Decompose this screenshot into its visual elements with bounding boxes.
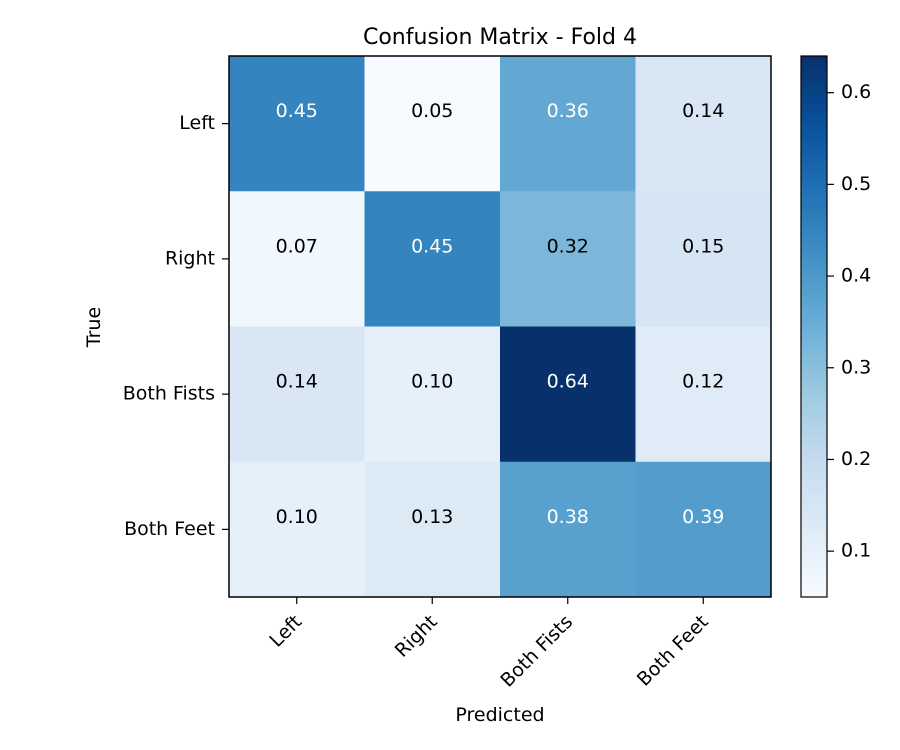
x-tick-label: Left	[265, 611, 306, 652]
heatmap-cells	[229, 56, 772, 598]
x-tick-label: Right	[391, 611, 442, 662]
heatmap-cell	[364, 56, 501, 192]
colorbar-tick-label: 0.5	[841, 173, 871, 195]
heatmap-cell	[500, 326, 636, 463]
y-tick-label: Right	[165, 247, 215, 269]
y-axis-ticks: Left Right Both Fists Both Feet	[123, 112, 229, 540]
x-axis-ticks: Left Right Both Fists Both Feet	[265, 597, 713, 692]
x-tick-label: Both Feet	[633, 611, 713, 691]
heatmap-cell	[364, 191, 501, 327]
heatmap-cell	[500, 461, 636, 598]
cell-value-label: 0.07	[276, 235, 318, 257]
y-tick-label: Both Feet	[124, 518, 215, 540]
cell-value-label: 0.39	[682, 506, 724, 528]
cell-value-label: 0.13	[411, 506, 453, 528]
y-tick-label: Both Fists	[123, 383, 215, 405]
colorbar-tick-label: 0.4	[841, 265, 871, 287]
heatmap-cell	[229, 56, 365, 192]
colorbar-ticks: 0.1 0.2 0.3 0.4 0.5 0.6	[827, 81, 871, 562]
x-axis-label: Predicted	[455, 704, 544, 726]
cell-value-label: 0.45	[276, 100, 318, 122]
colorbar-tick-label: 0.3	[841, 356, 871, 378]
heatmap-cell	[500, 191, 636, 327]
colorbar-tick-label: 0.2	[841, 448, 871, 470]
cell-value-label: 0.10	[276, 506, 318, 528]
cell-value-label: 0.32	[547, 235, 589, 257]
colorbar-tick-label: 0.6	[841, 81, 871, 103]
heatmap-cell	[635, 56, 772, 192]
heatmap-cell	[229, 461, 365, 598]
cell-value-label: 0.14	[682, 100, 724, 122]
colorbar-tick-label: 0.1	[841, 540, 871, 562]
cell-value-label: 0.36	[547, 100, 589, 122]
y-tick-label: Left	[179, 112, 215, 134]
heatmap-cell	[635, 461, 772, 598]
heatmap-cell	[635, 326, 772, 463]
cell-value-label: 0.12	[682, 371, 724, 393]
colorbar	[800, 55, 828, 598]
cell-value-label: 0.15	[682, 235, 724, 257]
heatmap-cell	[229, 326, 365, 463]
chart-title: Confusion Matrix - Fold 4	[363, 25, 637, 50]
cell-value-label: 0.64	[547, 371, 589, 393]
heatmap-cell	[364, 461, 501, 598]
heatmap-cell	[364, 326, 501, 463]
x-tick-label: Both Fists	[496, 611, 577, 692]
cell-value-label: 0.38	[547, 506, 589, 528]
plot-frame	[228, 55, 772, 598]
cell-value-label: 0.45	[411, 235, 453, 257]
cell-value-label: 0.14	[276, 371, 318, 393]
y-axis-label: True	[83, 307, 105, 348]
heatmap-cell-labels: 0.45 0.05 0.36 0.14 0.07 0.45 0.32 0.15 0.14 0.10…	[276, 100, 725, 528]
heatmap-cell	[635, 191, 772, 327]
cell-value-label: 0.10	[411, 371, 453, 393]
cell-value-label: 0.05	[411, 100, 453, 122]
heatmap-cell	[229, 191, 365, 327]
heatmap-cell	[500, 56, 636, 192]
